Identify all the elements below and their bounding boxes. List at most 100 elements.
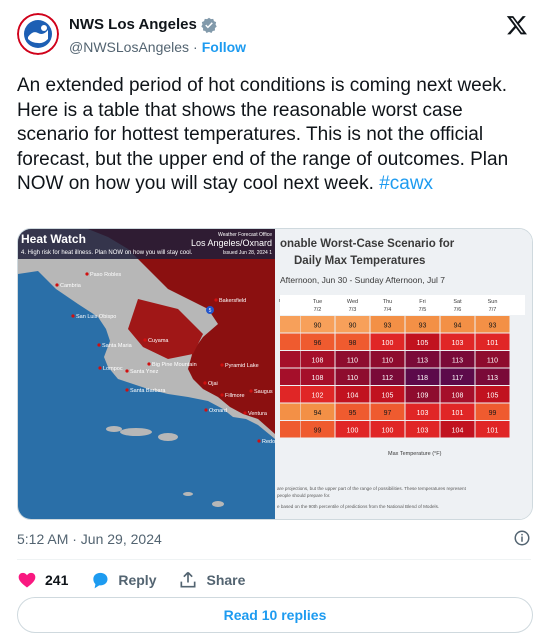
- place-dot: [97, 343, 101, 347]
- separator: ·: [193, 39, 198, 55]
- temp-cell: [405, 368, 440, 385]
- temp-cell: [335, 316, 370, 333]
- place-label: Paso Robles: [90, 272, 121, 278]
- place-label: Cuyama: [148, 338, 169, 344]
- place-label: Saugus: [254, 389, 273, 395]
- place-dot: [71, 314, 75, 318]
- route-marker-label: 5: [209, 308, 212, 314]
- temp-cell: [370, 368, 405, 385]
- place-dot: [243, 411, 247, 415]
- temp-cell: [440, 421, 475, 438]
- read-replies-button[interactable]: Read 10 replies: [17, 597, 533, 633]
- temp-cell: [300, 316, 335, 333]
- info-icon[interactable]: [513, 529, 531, 547]
- temp-cell: [440, 386, 475, 403]
- hashtag-link[interactable]: #cawx: [379, 173, 434, 195]
- temp-value: 93: [384, 322, 392, 329]
- handle[interactable]: @NWSLosAngeles: [69, 39, 190, 55]
- tweet-media[interactable]: Heat Watch 4. High risk for heat illness…: [17, 228, 533, 520]
- temp-value: 101: [487, 340, 499, 347]
- temp-value: 100: [382, 427, 394, 434]
- share-button[interactable]: Share: [178, 570, 245, 590]
- temp-cell: [370, 333, 405, 350]
- temp-cell: [475, 368, 510, 385]
- temp-cell: [405, 316, 440, 333]
- temp-value: 102: [312, 392, 324, 399]
- map-banner: [18, 229, 275, 259]
- temp-cell: [475, 386, 510, 403]
- divider: [17, 559, 531, 560]
- place-label: Santa Barbara: [130, 388, 166, 394]
- tweet-text: An extended period of hot conditions is …: [17, 74, 527, 197]
- avatar[interactable]: [17, 13, 59, 55]
- temp-cell: [440, 333, 475, 350]
- row-lead-cell: [280, 316, 300, 333]
- place-dot: [98, 366, 102, 370]
- temp-cell: [335, 333, 370, 350]
- temp-value: 113: [417, 357, 428, 364]
- like-count: 241: [45, 572, 69, 588]
- place-label: Cambria: [60, 283, 82, 289]
- table-cells: 90 90 93 93 94 93 96 98 100 105 103 101 108 110 110 113…: [280, 316, 510, 438]
- display-name[interactable]: NWS Los Angeles: [69, 16, 197, 33]
- issued-label: Issued Jun 28, 2024 1: [223, 250, 272, 256]
- island-2: [158, 433, 178, 441]
- temp-cell: [370, 403, 405, 420]
- place-dot: [125, 369, 129, 373]
- reply-label: Reply: [118, 572, 157, 588]
- temp-cell: [405, 386, 440, 403]
- temp-value: 99: [489, 410, 497, 417]
- action-bar: 241 Reply Share: [17, 570, 267, 590]
- temp-value: 94: [314, 410, 322, 417]
- reply-button[interactable]: Reply: [90, 570, 156, 590]
- like-button[interactable]: 241: [17, 570, 68, 590]
- header-row-bg: [280, 295, 525, 315]
- temp-value: 104: [452, 427, 464, 434]
- row-lead-cell: [280, 403, 300, 420]
- place-label: Pyramid Lake: [225, 363, 259, 369]
- row-lead-cell: [280, 333, 300, 350]
- place-dot: [85, 272, 89, 276]
- temp-value: 104: [347, 392, 359, 399]
- route-marker: [206, 306, 214, 314]
- place-label: San Luis Obispo: [76, 314, 116, 320]
- place-label: Big Pine Mountain: [152, 362, 197, 368]
- place-dot: [249, 389, 253, 393]
- column-date: 7/4: [384, 307, 392, 313]
- table-headers: Tue 7/2 Wed 7/3 Thu 7/4 Fri 7/5 Sat 7/6 Sun 7/7: [280, 295, 525, 315]
- temp-cell: [405, 351, 440, 368]
- x-logo-icon[interactable]: [506, 14, 528, 36]
- place-dot: [204, 408, 208, 412]
- temp-cell: [300, 368, 335, 385]
- row-lead-cell: [280, 386, 300, 403]
- temp-value: 98: [349, 340, 357, 347]
- temp-value: 100: [382, 340, 394, 347]
- footnote-1: are projections, but the upper part of t…: [277, 486, 467, 491]
- column-date: 7/2: [314, 307, 322, 313]
- temp-value: 93: [419, 322, 427, 329]
- temp-value: 105: [487, 392, 499, 399]
- temp-cell: [335, 351, 370, 368]
- place-dot: [257, 439, 261, 443]
- place-label: Lompoc: [103, 366, 123, 372]
- temp-value: 110: [347, 375, 358, 382]
- follow-button[interactable]: Follow: [201, 39, 247, 55]
- temp-value: 90: [314, 322, 322, 329]
- temp-cell: [475, 403, 510, 420]
- place-label: Oxnard: [209, 408, 227, 414]
- timestamp[interactable]: 5:12 AM · Jun 29, 2024: [17, 531, 162, 547]
- temp-cell: [335, 421, 370, 438]
- place-dot: [220, 363, 224, 367]
- place-label: Ventura: [248, 411, 268, 417]
- temp-value: 108: [312, 357, 324, 364]
- office-label: Los Angeles/Oxnard: [191, 238, 272, 248]
- account-name-row[interactable]: NWS Los Angeles: [69, 16, 217, 33]
- temp-value: 100: [347, 427, 359, 434]
- temp-value: 105: [382, 392, 394, 399]
- row-lead-cell: [280, 421, 300, 438]
- table-title-1: onable Worst-Case Scenario for: [280, 238, 455, 250]
- reply-bubble-icon: [93, 572, 108, 589]
- place-dot: [125, 388, 129, 392]
- temp-cell: [475, 421, 510, 438]
- island-1: [120, 428, 152, 436]
